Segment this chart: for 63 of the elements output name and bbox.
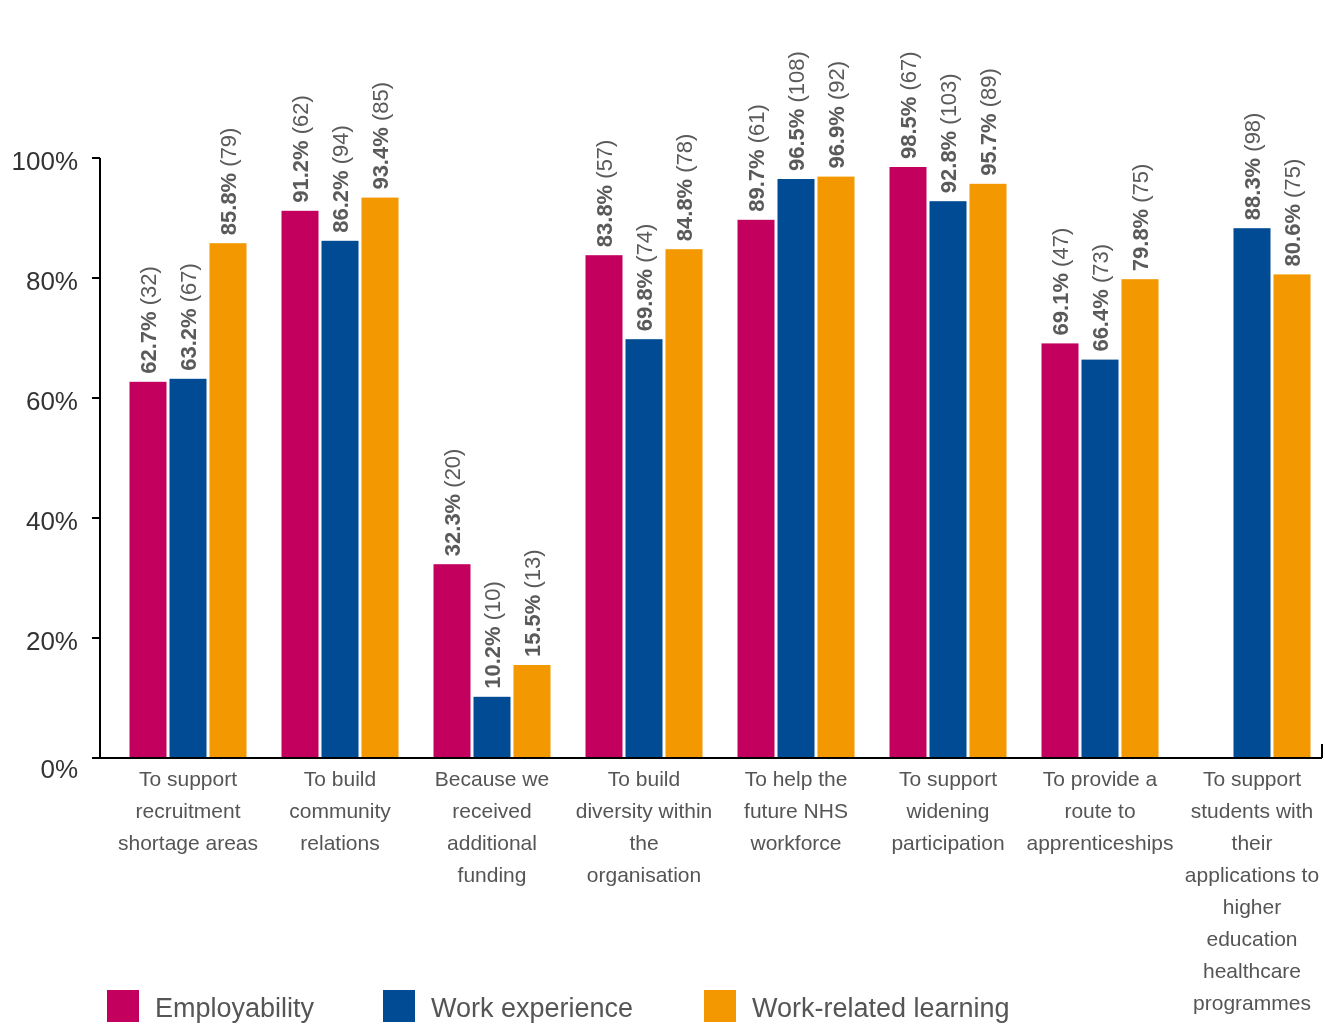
data-label: 15.5% (13) bbox=[520, 549, 545, 657]
data-label: 69.1% (47) bbox=[1048, 227, 1073, 336]
data-label: 83.8% (57) bbox=[592, 139, 617, 248]
bar bbox=[969, 183, 1007, 758]
bar bbox=[1121, 279, 1159, 758]
legend-label: Work experience bbox=[431, 993, 634, 1023]
x-tick-label: To build diversity within the organisation bbox=[575, 767, 713, 886]
legend-label: Employability bbox=[155, 993, 315, 1023]
bar bbox=[625, 339, 663, 758]
bar bbox=[665, 249, 703, 758]
x-tick-label: To support students with their applications to higher education healthcare programmes bbox=[1184, 767, 1320, 1014]
bar bbox=[473, 696, 511, 758]
y-tick-label: 40% bbox=[25, 506, 78, 536]
bar bbox=[777, 179, 815, 758]
data-label: 79.8% (75) bbox=[1128, 163, 1153, 272]
bar bbox=[817, 176, 855, 758]
bar bbox=[585, 255, 623, 758]
x-tick-label: To help the future NHS workforce bbox=[744, 767, 848, 854]
data-label: 88.3% (98) bbox=[1240, 112, 1265, 221]
data-label: 91.2% (62) bbox=[288, 95, 313, 203]
data-label: 63.2% (67) bbox=[176, 263, 201, 371]
data-label: 93.4% (85) bbox=[368, 81, 393, 190]
bar bbox=[929, 201, 967, 758]
data-label: 92.8% (103) bbox=[936, 73, 961, 194]
bar bbox=[1233, 228, 1271, 758]
x-tick-label: To support widening participation bbox=[891, 767, 1005, 854]
bar bbox=[321, 240, 359, 758]
x-tick-label: To build community relations bbox=[289, 767, 392, 854]
bar bbox=[169, 378, 207, 758]
data-label: 10.2% (10) bbox=[480, 581, 505, 689]
data-label: 32.3% (20) bbox=[440, 448, 465, 557]
data-label: 98.5% (67) bbox=[896, 51, 921, 159]
bar bbox=[129, 381, 167, 758]
data-label: 86.2% (94) bbox=[328, 125, 353, 233]
legend-label: Work-related learning bbox=[752, 993, 1010, 1023]
data-label: 62.7% (32) bbox=[136, 266, 161, 374]
bar bbox=[1081, 359, 1119, 758]
bar bbox=[209, 243, 247, 758]
data-label: 96.9% (92) bbox=[824, 60, 849, 169]
data-label: 69.8% (74) bbox=[632, 223, 657, 332]
y-tick-label: 80% bbox=[25, 266, 78, 296]
bar bbox=[513, 665, 551, 758]
data-label: 84.8% (78) bbox=[672, 133, 697, 242]
data-label: 95.7% (89) bbox=[976, 68, 1001, 176]
data-label: 66.4% (73) bbox=[1088, 243, 1113, 352]
x-tick-label: To support recruitment shortage areas bbox=[117, 767, 259, 854]
bar bbox=[281, 210, 319, 758]
bar bbox=[433, 564, 471, 758]
data-label: 96.5% (108) bbox=[784, 51, 809, 171]
bar bbox=[361, 197, 399, 758]
y-tick-label: 60% bbox=[25, 386, 78, 416]
data-label: 89.7% (61) bbox=[744, 104, 769, 212]
y-tick-label: 20% bbox=[25, 626, 78, 656]
y-tick-label: 100% bbox=[11, 146, 78, 176]
bar bbox=[1041, 343, 1079, 758]
bar bbox=[737, 219, 775, 758]
x-tick-label: Because we received additional funding bbox=[434, 767, 550, 886]
data-label: 85.8% (79) bbox=[216, 127, 241, 236]
bar bbox=[1273, 274, 1311, 758]
y-tick-label: 0% bbox=[40, 754, 78, 784]
x-tick-label: To provide a route to apprenticeships bbox=[1026, 767, 1174, 854]
bar bbox=[889, 167, 927, 758]
data-label: 80.6% (75) bbox=[1280, 158, 1305, 267]
